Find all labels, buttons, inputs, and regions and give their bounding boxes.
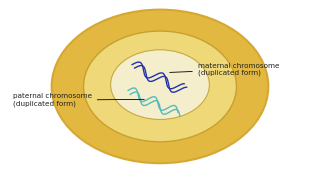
- Text: paternal chromosome
(duplicated form): paternal chromosome (duplicated form): [13, 93, 144, 107]
- Text: maternal chromosome
(duplicated form): maternal chromosome (duplicated form): [170, 63, 279, 76]
- Ellipse shape: [111, 50, 209, 120]
- Ellipse shape: [84, 31, 236, 142]
- Ellipse shape: [52, 10, 268, 163]
